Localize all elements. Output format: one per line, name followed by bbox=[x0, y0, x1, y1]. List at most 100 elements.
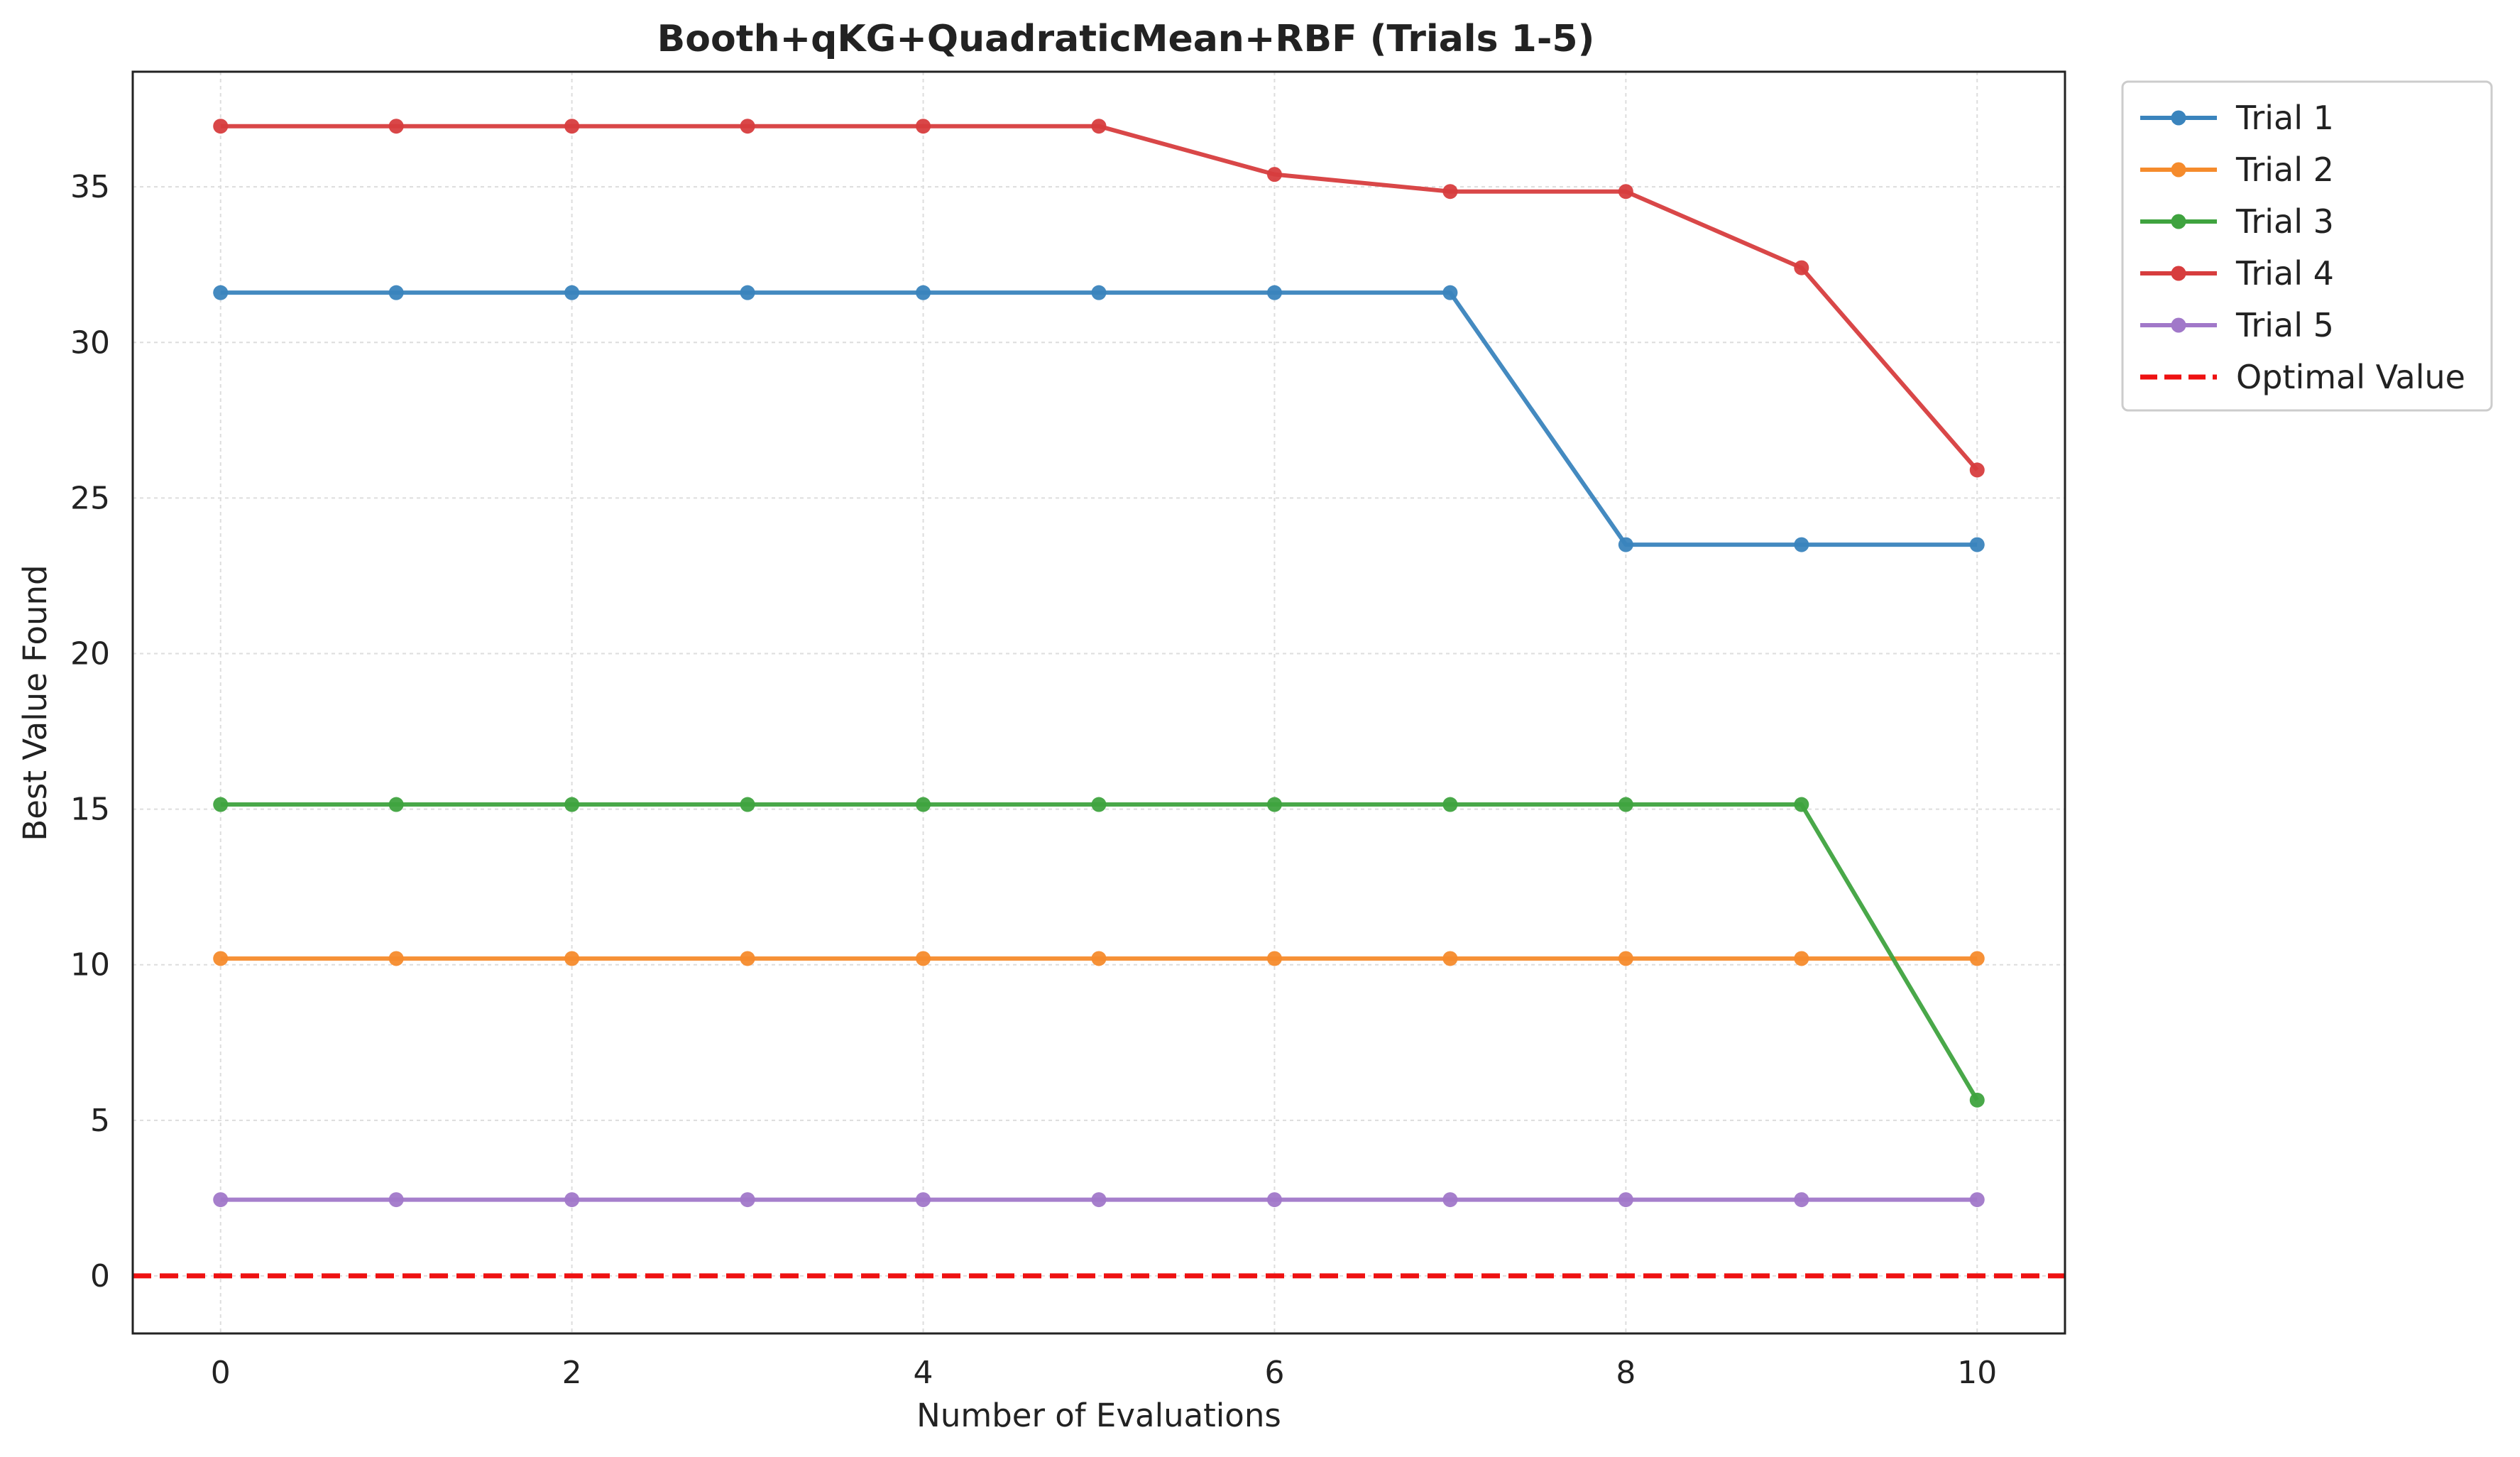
y-tick-label: 20 bbox=[70, 635, 110, 672]
data-point bbox=[1618, 184, 1633, 200]
data-point bbox=[1618, 1192, 1633, 1208]
x-tick-label: 10 bbox=[1957, 1355, 1997, 1391]
data-point bbox=[1266, 797, 1282, 812]
y-tick-label: 25 bbox=[70, 480, 110, 516]
legend-marker bbox=[2171, 214, 2186, 229]
data-point bbox=[388, 951, 404, 966]
data-point bbox=[1442, 184, 1458, 200]
data-point bbox=[213, 285, 229, 300]
legend-label: Trial 1 bbox=[2235, 99, 2334, 137]
data-point bbox=[740, 285, 755, 300]
data-point bbox=[388, 797, 404, 812]
legend-marker bbox=[2171, 110, 2186, 126]
data-point bbox=[1091, 951, 1107, 966]
data-point bbox=[916, 797, 931, 812]
legend-marker bbox=[2171, 266, 2186, 281]
data-point bbox=[1794, 797, 1809, 812]
legend-label: Optimal Value bbox=[2236, 358, 2465, 396]
legend-item: Trial 5 bbox=[2140, 306, 2334, 344]
grid-layer bbox=[133, 72, 2065, 1333]
x-tick-label: 8 bbox=[1616, 1355, 1636, 1391]
legend: Trial 1 Trial 2 Trial 3 Trial 4 Trial 5 Optim… bbox=[2121, 80, 2493, 412]
data-point bbox=[1618, 797, 1633, 812]
data-point bbox=[740, 951, 755, 966]
x-axis-label: Number of Evaluations bbox=[916, 1397, 1281, 1434]
legend-item: Trial 3 bbox=[2140, 202, 2334, 241]
data-point bbox=[1794, 951, 1809, 966]
y-tick-label: 15 bbox=[70, 792, 110, 828]
chart-title: Booth+qKG+QuadraticMean+RBF (Trials 1-5) bbox=[657, 18, 1595, 60]
data-point bbox=[916, 119, 931, 134]
legend-item: Trial 2 bbox=[2140, 151, 2334, 189]
legend-item: Optimal Value bbox=[2140, 358, 2465, 396]
y-tick-label: 10 bbox=[70, 947, 110, 983]
data-point bbox=[213, 951, 229, 966]
legend-marker bbox=[2171, 162, 2186, 178]
data-point bbox=[564, 1192, 580, 1208]
series-4 bbox=[213, 119, 1985, 478]
y-ticks: 0 5 10 15 20 25 30 35 bbox=[70, 169, 110, 1294]
data-point bbox=[213, 1192, 229, 1208]
legend-item: Trial 4 bbox=[2140, 254, 2334, 293]
y-axis-label: Best Value Found bbox=[16, 564, 54, 841]
data-point bbox=[1969, 462, 1985, 478]
series-2 bbox=[213, 951, 1985, 966]
data-point bbox=[1266, 167, 1282, 182]
y-tick-label: 5 bbox=[90, 1103, 110, 1139]
data-point bbox=[1969, 951, 1985, 966]
data-point bbox=[740, 797, 755, 812]
data-point bbox=[1442, 797, 1458, 812]
data-point bbox=[1442, 285, 1458, 300]
data-point bbox=[1091, 1192, 1107, 1208]
y-tick-label: 30 bbox=[70, 324, 110, 361]
x-tick-label: 2 bbox=[562, 1355, 582, 1391]
data-point bbox=[1442, 951, 1458, 966]
series-1 bbox=[213, 285, 1985, 552]
x-tick-label: 6 bbox=[1264, 1355, 1284, 1391]
data-point bbox=[916, 951, 931, 966]
data-point bbox=[740, 119, 755, 134]
series-5 bbox=[213, 1192, 1985, 1208]
data-point bbox=[564, 951, 580, 966]
legend-box bbox=[2121, 80, 2493, 412]
legend-label: Trial 2 bbox=[2235, 151, 2334, 189]
x-ticks: 0 2 4 6 8 10 bbox=[211, 1355, 1998, 1391]
legend-item: Trial 1 bbox=[2140, 99, 2334, 137]
data-point bbox=[1794, 1192, 1809, 1208]
data-point bbox=[564, 119, 580, 134]
legend-label: Trial 3 bbox=[2235, 202, 2334, 241]
data-point bbox=[1091, 285, 1107, 300]
x-tick-label: 0 bbox=[211, 1355, 231, 1391]
data-point bbox=[1442, 1192, 1458, 1208]
legend-label: Trial 5 bbox=[2235, 306, 2334, 344]
y-tick-label: 35 bbox=[70, 169, 110, 205]
data-point bbox=[1969, 1192, 1985, 1208]
data-point bbox=[916, 1192, 931, 1208]
legend-marker bbox=[2171, 317, 2186, 333]
data-point bbox=[213, 797, 229, 812]
x-tick-label: 4 bbox=[914, 1355, 933, 1391]
data-point bbox=[1969, 537, 1985, 552]
series-3 bbox=[213, 797, 1985, 1108]
data-point bbox=[564, 285, 580, 300]
data-point bbox=[1618, 951, 1633, 966]
data-point bbox=[1794, 537, 1809, 552]
y-tick-label: 0 bbox=[90, 1258, 110, 1294]
data-point bbox=[388, 1192, 404, 1208]
series-line bbox=[220, 290, 1978, 547]
data-point bbox=[564, 797, 580, 812]
data-point bbox=[388, 285, 404, 300]
data-point bbox=[1266, 285, 1282, 300]
legend-label: Trial 4 bbox=[2235, 254, 2334, 293]
data-point bbox=[1266, 1192, 1282, 1208]
data-point bbox=[1091, 119, 1107, 134]
data-point bbox=[1266, 951, 1282, 966]
data-point bbox=[1969, 1092, 1985, 1108]
series-layer bbox=[213, 119, 1985, 1208]
data-point bbox=[1091, 797, 1107, 812]
data-point bbox=[916, 285, 931, 300]
data-point bbox=[1794, 260, 1809, 275]
data-point bbox=[1618, 537, 1633, 552]
